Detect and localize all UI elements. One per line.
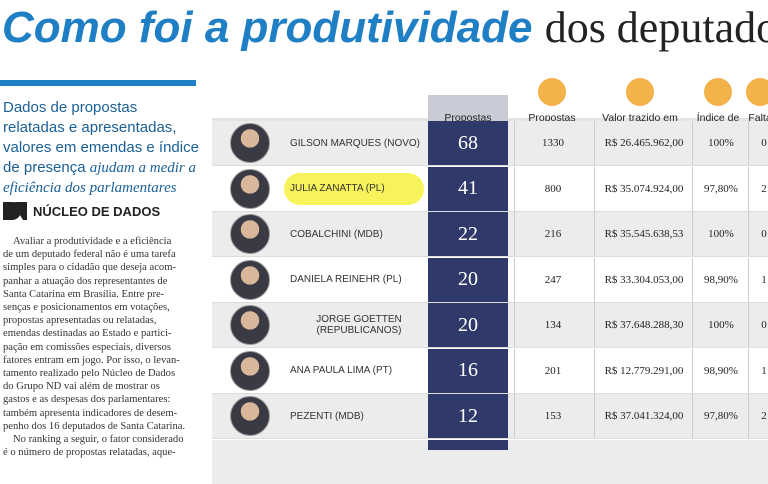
headline: Como foi a produtividade dos deputados [2, 2, 768, 53]
intro: Dados de propostas relatadas e apresenta… [3, 98, 199, 198]
cell-value: R$ 33.304.053,00 [594, 257, 693, 302]
cell-value: 1 [748, 348, 768, 393]
cell-value: 98,90% [692, 257, 749, 302]
relatadas-value: 20 [428, 303, 508, 347]
cell-value: 1330 [514, 121, 591, 165]
table-row: DANIELA REINEHR (PL) 20 247 R$ 33.304.053,0… [212, 257, 768, 303]
text-line: panhar a atuação dos representantes de [3, 275, 168, 287]
cell-value: 800 [514, 166, 591, 211]
cell-value: 100% [692, 303, 749, 347]
cell-value: 216 [514, 212, 591, 256]
relatadas-value: 20 [428, 257, 508, 302]
text-line: de um deputado federal não é uma tarefa [3, 249, 176, 261]
rule [0, 80, 196, 86]
column-icon [624, 76, 656, 108]
table-row: JORGE GOETTEN (REPUBLICANOS) 20 134 R$ 37.6… [212, 303, 768, 348]
cell-value: 201 [514, 348, 591, 393]
cell-value: 1 [748, 257, 768, 302]
deputy-name: ANA PAULA LIMA (PT) [290, 365, 393, 376]
partial-relatadas [428, 439, 508, 450]
text-line: também apresenta indicadores de desem- [3, 407, 178, 419]
logo-label: NÚCLEO DE DADOS [33, 203, 161, 219]
text-line: Avaliar a produtividade e a eficiência [13, 236, 172, 247]
text-line: fatores entram em jogo. Por isso, o leva… [3, 354, 180, 366]
photo [230, 305, 270, 345]
relatadas-value: 22 [428, 212, 508, 256]
column-icon [744, 76, 768, 108]
text-line: é o número de propostas relatadas, aque- [3, 447, 176, 459]
deputy-name: JORGE GOETTEN (REPUBLICANOS) [316, 314, 402, 336]
photo [230, 123, 270, 163]
cell-value: 0 [748, 303, 768, 347]
text-line: senças e posicionamentos em votações, [3, 302, 170, 314]
headline-highlight: Como foi a produtividade [2, 3, 533, 52]
text-line: No ranking a seguir, o fator considerado [13, 434, 184, 446]
text-line: simples para o cidadão que deseja acom- [3, 262, 176, 274]
cell-value: 2 [748, 394, 768, 438]
table-row: JULIA ZANATTA (PL) 41 800 R$ 35.074.924,00 9… [212, 166, 768, 212]
relatadas-value: 16 [428, 348, 508, 393]
cell-value: R$ 26.465.962,00 [594, 121, 693, 165]
headline-rest: dos deputados [544, 3, 768, 52]
table-row: GILSON MARQUES (NOVO) 68 1330 R$ 26.465.962… [212, 121, 768, 166]
deputy-name: PEZENTI (MDB) [290, 410, 364, 422]
relatadas-value: 12 [428, 394, 508, 438]
body-text: Avaliar a produtividade e a eficiência de… [3, 235, 199, 459]
deputy-name: DANIELA REINEHR (PL) [290, 274, 402, 285]
cell-value: R$ 37.648.288,30 [594, 303, 693, 347]
intro-text: Dados de propostas relatadas e apresenta… [3, 99, 199, 176]
intro-emphasis: ajudam a medir a eficiência dos parlamen… [3, 160, 196, 196]
deputy-name: JULIA ZANATTA (PL) [290, 183, 385, 194]
table-row: ANA PAULA LIMA (PT) 16 201 R$ 12.779.291,00… [212, 348, 768, 394]
cell-value: 97,80% [692, 166, 749, 211]
cell-value: 134 [514, 303, 591, 347]
paragraph: No ranking a seguir, o fator considerado… [3, 433, 199, 459]
text-line: Santa Catarina em Brasília. Entre pre- [3, 288, 165, 300]
relatadas-value: 41 [428, 166, 508, 211]
cell-value: 2 [748, 166, 768, 211]
paragraph: Avaliar a produtividade e a eficiência de… [3, 235, 199, 433]
photo [230, 168, 270, 209]
cell-value: 0 [748, 121, 768, 165]
cell-value: R$ 12.779.291,00 [594, 348, 693, 393]
cell-value: 153 [514, 394, 591, 438]
logo: NÚCLEO DE DADOS [3, 202, 160, 220]
relatadas-value: 68 [428, 121, 508, 165]
deputy-name: COBALCHINI (MDB) [290, 228, 383, 240]
table-row: PEZENTI (MDB) 12 153 R$ 37.041.324,00 97,80%… [212, 394, 768, 439]
column-icon [702, 76, 734, 108]
photo [230, 350, 270, 391]
photo [230, 214, 270, 254]
cell-value: R$ 35.074.924,00 [594, 166, 693, 211]
text-line: penho dos 16 deputados de Santa Catarina… [3, 420, 186, 432]
cell-value: 100% [692, 121, 749, 165]
cell-value: 247 [514, 257, 591, 302]
cell-value: 0 [748, 212, 768, 256]
deputy-name: GILSON MARQUES (NOVO) [290, 137, 421, 149]
text-line: propostas apresentadas ou relatadas, [3, 315, 157, 327]
photo [230, 259, 270, 300]
logo-icon [3, 202, 27, 220]
text-line: emendas destinadas ao Estado e partici- [3, 328, 172, 340]
cell-value: R$ 35.545.638,53 [594, 212, 693, 256]
table-row: COBALCHINI (MDB) 22 216 R$ 35.545.638,53 100… [212, 212, 768, 257]
text-line: pação em comissões especiais, diversos [3, 341, 171, 353]
cell-value: 98,90% [692, 348, 749, 393]
highlight [284, 172, 424, 205]
cell-value: 100% [692, 212, 749, 256]
cell-value: 97,80% [692, 394, 749, 438]
cell-value: R$ 37.041.324,00 [594, 394, 693, 438]
column-icon [536, 76, 568, 108]
photo [230, 396, 270, 436]
text-line: do Grupo ND vai além de mostrar os [3, 381, 160, 393]
text-line: gastos e as despesas dos parlamentares: [3, 394, 171, 406]
text-line: tamento realizado pelo Núcleo de Dados [3, 368, 176, 380]
